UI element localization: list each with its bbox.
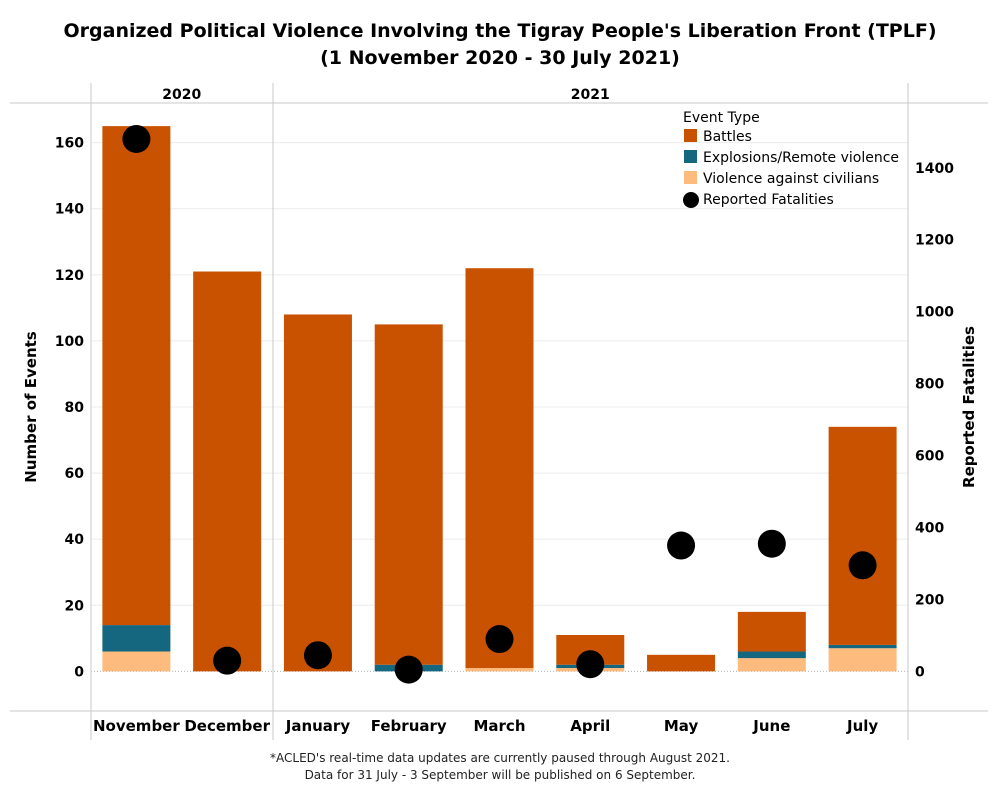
fatality-marker bbox=[303, 641, 332, 670]
y-right-tick-label: 1000 bbox=[915, 305, 954, 321]
x-tick-label: July bbox=[846, 717, 878, 735]
fatality-marker bbox=[213, 646, 242, 675]
fatality-marker bbox=[757, 529, 786, 558]
y-right-tick-label: 400 bbox=[915, 521, 944, 537]
y-tick-label: 120 bbox=[55, 268, 84, 284]
y-tick-label: 0 bbox=[74, 664, 84, 680]
chart-title: Organized Political Violence Involving t… bbox=[63, 20, 937, 42]
x-tick-label: December bbox=[184, 717, 270, 735]
y-right-tick-label: 1200 bbox=[915, 233, 954, 249]
legend-swatch bbox=[684, 150, 697, 163]
x-tick-label: May bbox=[664, 717, 699, 735]
y-tick-label: 40 bbox=[65, 532, 85, 548]
y-right-tick-label: 800 bbox=[915, 377, 944, 393]
bar-segment bbox=[828, 426, 897, 645]
y-right-tick-label: 600 bbox=[915, 449, 944, 465]
legend-label: Battles bbox=[703, 129, 752, 145]
bar-segment bbox=[647, 654, 716, 672]
bar-segment bbox=[102, 126, 171, 626]
fatality-marker bbox=[667, 531, 696, 560]
bar-segment bbox=[374, 324, 443, 665]
bar-segment bbox=[828, 648, 897, 672]
y-tick-label: 100 bbox=[55, 334, 84, 350]
y-tick-label: 140 bbox=[55, 202, 84, 218]
y-tick-label: 20 bbox=[65, 598, 85, 614]
y-tick-label: 160 bbox=[55, 136, 84, 152]
fatality-marker bbox=[576, 650, 605, 679]
fatality-marker bbox=[122, 124, 151, 153]
bar-segment bbox=[737, 651, 806, 659]
x-tick-label: February bbox=[371, 717, 447, 735]
y-right-tick-label: 0 bbox=[915, 664, 925, 680]
legend-label: Violence against civilians bbox=[703, 171, 879, 187]
footnote-line-1: *ACLED's real-time data updates are curr… bbox=[270, 751, 730, 765]
bar-segment bbox=[102, 651, 171, 672]
x-tick-label: March bbox=[473, 717, 525, 735]
year-header: 2020 bbox=[162, 87, 201, 103]
footnote-line-2: Data for 31 July - 3 September will be p… bbox=[304, 768, 696, 782]
bar-segment bbox=[737, 611, 806, 652]
y-tick-label: 80 bbox=[65, 400, 85, 416]
year-header: 2021 bbox=[571, 87, 610, 103]
bar-segment bbox=[193, 271, 262, 672]
fatality-marker bbox=[848, 551, 877, 580]
legend-swatch bbox=[684, 171, 697, 184]
y-right-tick-label: 1400 bbox=[915, 161, 954, 177]
y-right-tick-label: 200 bbox=[915, 592, 944, 608]
fatality-marker bbox=[394, 655, 423, 684]
legend-marker bbox=[683, 192, 699, 208]
bar-segment bbox=[465, 668, 534, 672]
x-tick-label: April bbox=[570, 717, 610, 735]
y-tick-label: 60 bbox=[65, 466, 85, 482]
legend-swatch bbox=[684, 129, 697, 142]
legend-label: Reported Fatalities bbox=[703, 192, 834, 208]
bar-segment bbox=[102, 625, 171, 652]
bar-segment bbox=[737, 658, 806, 672]
x-tick-label: January bbox=[285, 717, 351, 735]
chart-subtitle: (1 November 2020 - 30 July 2021) bbox=[320, 47, 680, 69]
fatality-marker bbox=[485, 625, 514, 654]
legend-title: Event Type bbox=[683, 110, 760, 126]
legend-label: Explosions/Remote violence bbox=[703, 150, 899, 166]
y-right-axis-title: Reported Fatalities bbox=[960, 326, 978, 488]
bar-segment bbox=[828, 644, 897, 649]
y-axis-title: Number of Events bbox=[22, 331, 40, 482]
bar-segment bbox=[283, 314, 352, 672]
x-tick-label: June bbox=[752, 717, 790, 735]
bar-segment bbox=[465, 268, 534, 669]
x-tick-label: November bbox=[93, 717, 180, 735]
